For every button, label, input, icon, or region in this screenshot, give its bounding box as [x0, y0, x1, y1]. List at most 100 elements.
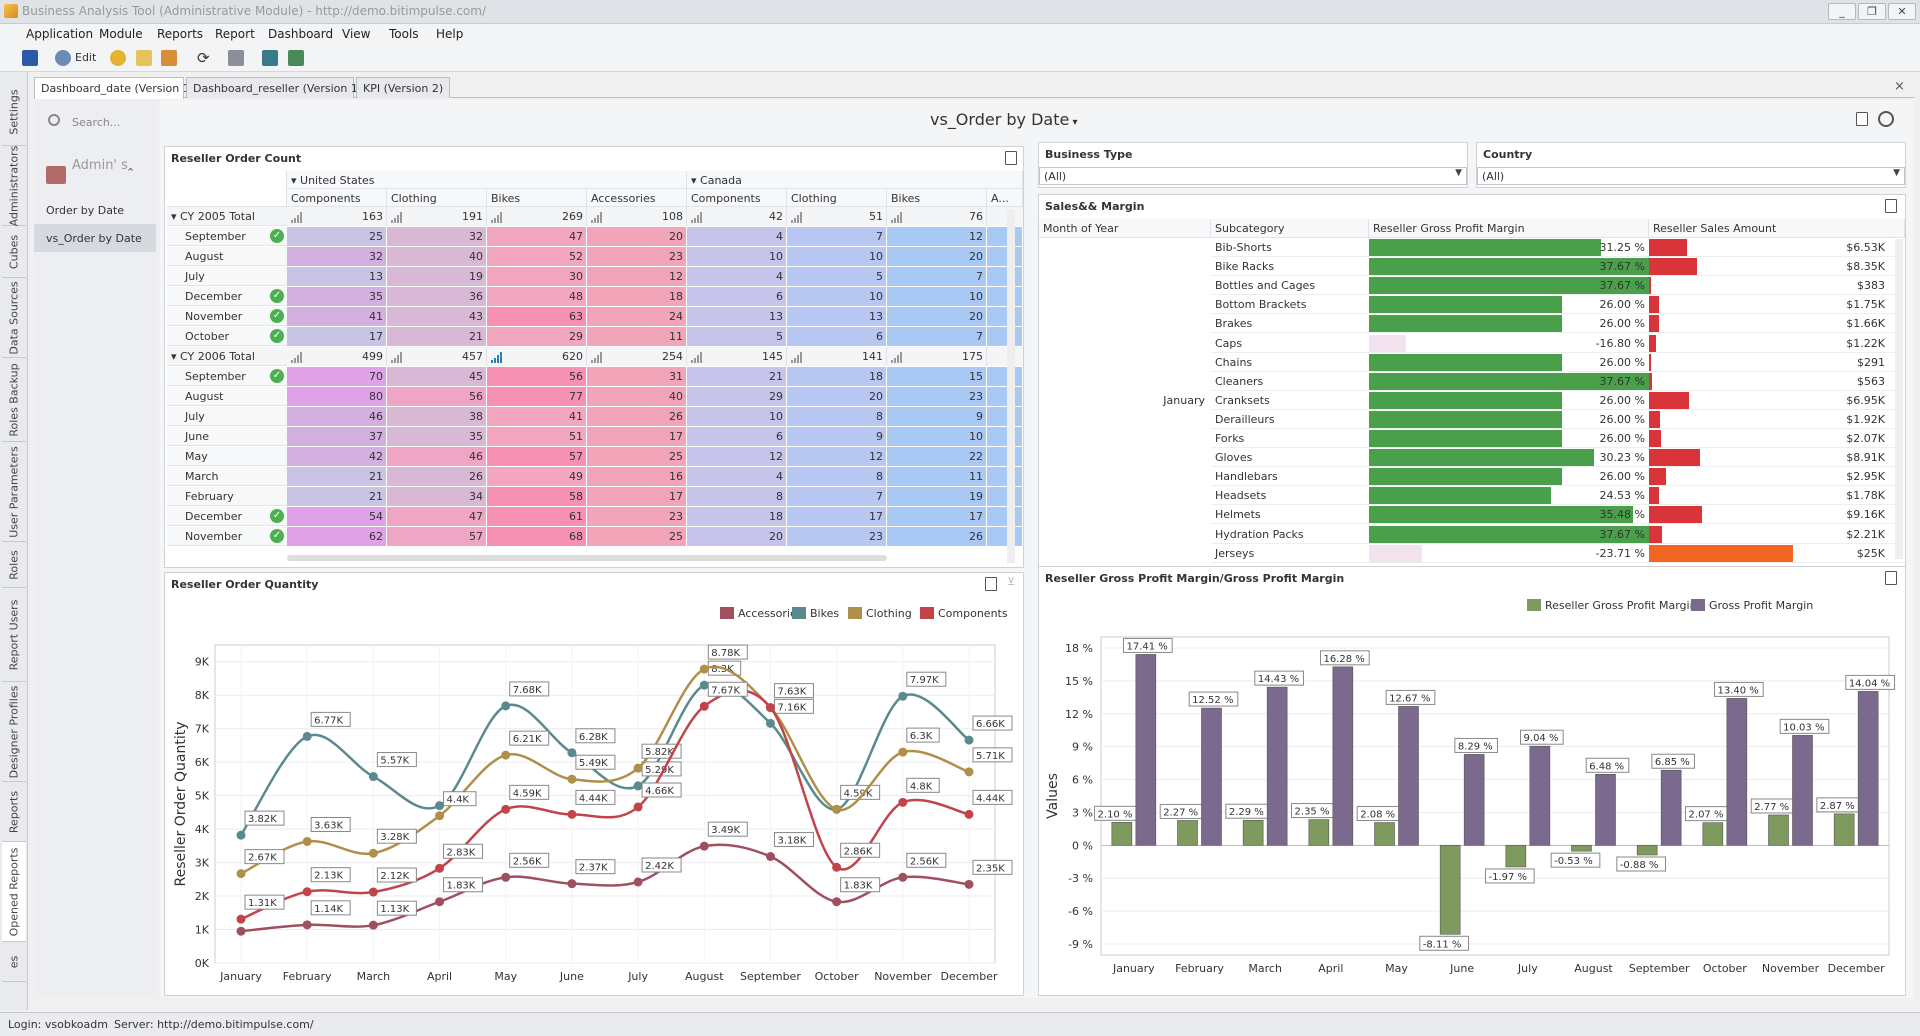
bar[interactable] — [1595, 773, 1616, 846]
table-row[interactable]: December ✓ 54 47 61 23 18 17 17 — [167, 507, 1023, 527]
bar[interactable] — [1505, 845, 1527, 868]
table-row[interactable]: August 80 56 77 40 29 20 23 — [167, 387, 1023, 407]
tab-dashboard-reseller[interactable]: Dashboard_reseller (Version 1) — [186, 77, 362, 98]
add-icon[interactable] — [110, 50, 126, 66]
table-row[interactable]: December ✓ 35 36 48 18 6 10 10 — [167, 287, 1023, 307]
nav-item-vs-order-by-date[interactable]: vs_Order by Date — [34, 224, 156, 252]
bar[interactable] — [1374, 822, 1395, 846]
data-point[interactable] — [302, 920, 312, 930]
tab-roles-backup[interactable]: Roles Backup — [2, 358, 26, 442]
bar[interactable] — [1439, 845, 1461, 935]
data-point[interactable] — [567, 748, 577, 758]
table-row[interactable]: November ✓ 41 43 63 24 13 13 20 — [167, 307, 1023, 327]
tab-report-users[interactable]: Report Users — [2, 588, 26, 682]
data-point[interactable] — [964, 879, 974, 889]
data-point[interactable] — [699, 701, 709, 711]
group-label[interactable]: ▾ CY 2006 Total — [167, 347, 287, 366]
data-point[interactable] — [964, 809, 974, 819]
data-point[interactable] — [236, 914, 246, 924]
search-input[interactable]: Search... — [72, 116, 121, 129]
vertical-scrollbar[interactable] — [1007, 209, 1015, 563]
group-total-row[interactable]: ▾ CY 2006 Total 499 457 620 254 145 141 175 — [167, 347, 1023, 367]
bar[interactable] — [1792, 735, 1813, 846]
bar[interactable] — [1636, 845, 1658, 856]
table-row[interactable]: Brakes 26.00 % $1.66K — [1211, 314, 1905, 334]
table-row[interactable]: March 21 26 49 16 4 8 11 — [167, 467, 1023, 487]
tab-es[interactable]: es — [2, 942, 26, 982]
table-row[interactable]: February 21 34 58 17 8 7 19 — [167, 487, 1023, 507]
table-row[interactable]: Derailleurs 26.00 % $1.92K — [1211, 410, 1905, 429]
data-point[interactable] — [964, 767, 974, 777]
save-icon[interactable] — [22, 50, 38, 66]
data-point[interactable] — [236, 926, 246, 936]
data-point[interactable] — [832, 862, 842, 872]
export-icon[interactable] — [1885, 571, 1897, 585]
table-row[interactable]: Bottles and Cages 37.67 % $383 — [1211, 276, 1905, 296]
data-point[interactable] — [699, 664, 709, 674]
tab-roles[interactable]: Roles — [2, 542, 26, 588]
country-header[interactable]: ▾ Canada — [687, 171, 1023, 189]
pivot-grid[interactable]: ▾ United States ▾ Canada Components Clothin… — [167, 171, 1023, 563]
data-point[interactable] — [832, 804, 842, 814]
table-row[interactable]: Headsets 24.53 % $1.78K — [1211, 486, 1905, 506]
table-row[interactable]: July 13 19 30 12 4 5 7 — [167, 267, 1023, 287]
minimize-button[interactable]: _ — [1828, 3, 1856, 20]
column-header[interactable]: Clothing — [387, 189, 487, 207]
column-header[interactable]: Clothing — [787, 189, 887, 207]
bar[interactable] — [1135, 654, 1157, 846]
table-row[interactable]: September ✓ 25 32 47 20 4 7 12 — [167, 227, 1023, 247]
data-point[interactable] — [699, 841, 709, 851]
data-point[interactable] — [302, 836, 312, 846]
data-point[interactable] — [501, 872, 511, 882]
data-point[interactable] — [368, 887, 378, 897]
table-row[interactable]: Forks 26.00 % $2.07K — [1211, 429, 1905, 449]
data-point[interactable] — [898, 872, 908, 882]
close-document-icon[interactable]: × — [1894, 79, 1905, 94]
column-header[interactable]: Components — [687, 189, 787, 207]
close-window-button[interactable]: ✕ — [1888, 3, 1916, 20]
table-row[interactable]: Bottom Brackets 26.00 % $1.75K — [1211, 295, 1905, 315]
data-point[interactable] — [501, 750, 511, 760]
menu-report[interactable]: Report — [215, 27, 255, 41]
bar[interactable] — [1332, 666, 1354, 846]
data-point[interactable] — [699, 680, 709, 690]
bar[interactable] — [1702, 822, 1724, 846]
data-point[interactable] — [236, 830, 246, 840]
menu-view[interactable]: View — [342, 27, 371, 41]
bar[interactable] — [1266, 686, 1288, 846]
tab-dashboard-date[interactable]: Dashboard_date (Version 1) — [34, 77, 194, 99]
open-folder-icon[interactable] — [136, 50, 152, 66]
edit-icon[interactable] — [55, 50, 71, 66]
layout-icon[interactable] — [262, 50, 278, 66]
bar[interactable] — [1660, 769, 1682, 846]
export-icon[interactable] — [1005, 151, 1017, 165]
data-point[interactable] — [567, 774, 577, 784]
bar[interactable] — [1242, 819, 1264, 846]
refresh-icon[interactable]: ⟳ — [197, 49, 210, 67]
data-point[interactable] — [435, 897, 445, 907]
table-row[interactable]: September ✓ 70 45 56 31 21 18 15 — [167, 367, 1023, 387]
bar[interactable] — [1201, 707, 1222, 846]
business-type-select[interactable]: (All) ▼ — [1039, 167, 1467, 185]
table-row[interactable]: Bib-Shorts 31.25 % $6.53K — [1211, 238, 1905, 258]
data-point[interactable] — [435, 863, 445, 873]
dashboard-settings-icon[interactable] — [1878, 111, 1894, 127]
data-point[interactable] — [567, 809, 577, 819]
data-point[interactable] — [435, 811, 445, 821]
group-label[interactable]: ▾ CY 2005 Total — [167, 207, 287, 226]
table-row[interactable]: Hydration Packs 37.67 % $2.21K — [1211, 525, 1905, 544]
column-header[interactable]: Components — [287, 189, 387, 207]
table-row[interactable]: May 42 46 57 25 12 12 22 — [167, 447, 1023, 467]
table-row[interactable]: Handlebars 26.00 % $2.95K — [1211, 467, 1905, 487]
tab-data-sources[interactable]: Data Sources — [2, 278, 26, 358]
data-point[interactable] — [368, 772, 378, 782]
vertical-scrollbar[interactable] — [1895, 239, 1903, 559]
tab-kpi[interactable]: KPI (Version 2) — [356, 77, 450, 98]
table-row[interactable]: Helmets 35.48 % $9.16K — [1211, 505, 1905, 525]
table-row[interactable]: Cleaners 37.67 % $563 — [1211, 372, 1905, 391]
column-header[interactable]: Month of Year — [1039, 219, 1211, 238]
bar[interactable] — [1308, 819, 1330, 846]
table-row[interactable]: Jerseys -23.71 % $25K — [1211, 544, 1905, 563]
table-row[interactable]: Cranksets 26.00 % $6.95K — [1211, 391, 1905, 410]
data-point[interactable] — [633, 763, 643, 773]
